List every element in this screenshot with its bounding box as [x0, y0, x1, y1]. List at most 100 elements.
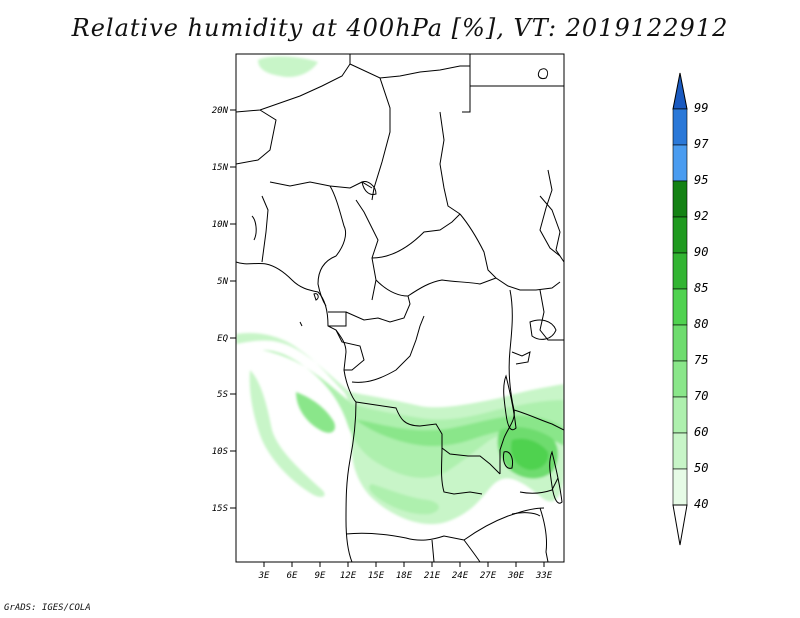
colorbar-segment	[672, 324, 688, 362]
border-uganda-kenya	[539, 289, 564, 341]
lon-tick-label: 24E	[452, 571, 469, 581]
border-chad-cameroon	[355, 199, 379, 301]
lon-axis: 3E 6E 9E 12E 15E 18E 21E 24E 27E 30E 33E	[258, 562, 553, 581]
colorbar-cap-top	[672, 72, 688, 110]
humidity-patch-north	[258, 56, 318, 78]
lake-northeast	[537, 68, 549, 79]
colorbar-label: 85	[694, 281, 708, 295]
credit-text: GrADS: IGES/COLA	[4, 603, 91, 613]
lat-tick-label: 20N	[212, 106, 229, 116]
border-gabon	[328, 311, 347, 327]
lat-tick-label: 5N	[217, 277, 228, 287]
colorbar-cap-bottom	[672, 504, 688, 546]
humidity-patch-inner	[262, 350, 564, 478]
lon-tick-label: 15E	[368, 571, 385, 581]
border-libya	[349, 54, 471, 79]
colorbar-segment	[672, 360, 688, 398]
humidity-patch-east-max	[511, 438, 549, 470]
lake-victoria	[529, 319, 557, 340]
colorbar-segment	[672, 144, 688, 182]
lon-tick-label: 33E	[535, 571, 553, 581]
colorbar-segment	[672, 396, 688, 434]
humidity-field	[236, 56, 564, 525]
border-tanzania	[513, 409, 564, 431]
lat-tick-label: 5S	[217, 390, 228, 400]
border-angola-zambia	[441, 447, 483, 495]
lon-tick-label: 21E	[424, 571, 441, 581]
lat-axis: 20N 15N 10N 5N EQ 5S 10S 15S	[212, 106, 236, 514]
border-botswana-zimbabwe	[463, 539, 481, 562]
colorbar-label: 70	[694, 389, 708, 403]
lat-tick-label: 10N	[212, 220, 229, 230]
border-benin	[261, 195, 269, 263]
border-mozambique	[539, 507, 549, 562]
border-ethiopia	[539, 195, 564, 263]
colorbar-segment	[672, 180, 688, 218]
border-drc-angola	[355, 401, 501, 475]
colorbar-label: 60	[694, 425, 708, 439]
island-bioko	[313, 293, 319, 301]
lon-tick-label: 3E	[258, 571, 270, 581]
colorbar-segment	[672, 288, 688, 326]
colorbar-label: 50	[694, 461, 708, 475]
lat-tick-label: 15N	[212, 163, 229, 173]
lat-tick-label: 10S	[212, 447, 229, 457]
colorbar-label: 92	[694, 209, 708, 223]
border-namibia-botswana	[431, 539, 435, 562]
lon-tick-label: 18E	[396, 571, 413, 581]
border-sudan-chad	[439, 111, 461, 215]
border-chad-car	[371, 213, 461, 259]
map-frame	[235, 53, 565, 563]
colorbar-label: 90	[694, 245, 708, 259]
colorbar: 99 97 95 92 90 85 80 75 70 60 50 40	[672, 72, 709, 546]
lake-kariba	[511, 512, 541, 517]
lon-tick-label: 9E	[315, 571, 326, 581]
border-sudan-ethiopia	[539, 169, 561, 257]
colorbar-label: 99	[694, 101, 708, 115]
border-libya-egypt	[462, 54, 471, 113]
lon-tick-label: 12E	[340, 571, 357, 581]
map-title: Relative humidity at 400hPa [%], VT: 201…	[71, 14, 729, 42]
border-zambia-zimbabwe	[463, 507, 545, 541]
border-chad-north	[371, 77, 391, 201]
colorbar-segment	[672, 216, 688, 254]
lon-tick-label: 27E	[480, 571, 497, 581]
lat-tick-label: EQ	[217, 334, 228, 344]
colorbar-label: 95	[694, 173, 708, 187]
colorbar-label: 40	[694, 497, 708, 511]
lake-chad	[361, 181, 377, 195]
border-congo	[345, 295, 411, 323]
lake-volta	[251, 215, 257, 241]
border-nigeria-cameroon	[317, 185, 347, 307]
colorbar-segment	[672, 252, 688, 290]
colorbar-label: 97	[694, 137, 709, 151]
border-niger-nigeria	[269, 181, 373, 189]
colorbar-segment	[672, 432, 688, 470]
lon-tick-label: 30E	[507, 571, 525, 581]
border-drc-west	[351, 315, 425, 383]
border-gabon-congo	[335, 329, 365, 371]
border-sudan-south	[459, 213, 561, 291]
coastline-west	[236, 261, 357, 562]
colorbar-segment	[672, 108, 688, 146]
border-rwanda	[511, 351, 531, 365]
lake-malawi	[549, 450, 563, 504]
lake-mweru	[503, 451, 513, 469]
lon-tick-label: 6E	[287, 571, 298, 581]
colorbar-segment	[672, 468, 688, 506]
boundaries	[236, 54, 564, 562]
island-saotome	[299, 321, 303, 327]
humidity-patch-south-center	[369, 484, 439, 515]
humidity-patch-south-tail	[249, 370, 325, 497]
border-car-drc	[375, 277, 497, 297]
lake-tanganyika	[503, 374, 517, 431]
colorbar-label: 75	[694, 353, 708, 367]
border-zambia-mozambique	[519, 477, 559, 494]
border-mali-niger	[236, 109, 277, 165]
humidity-patch-west-inner	[296, 392, 336, 433]
colorbar-label: 80	[694, 317, 708, 331]
border-drc-east	[499, 289, 515, 474]
lat-tick-label: 15S	[212, 504, 229, 514]
border-angola-namibia	[345, 532, 465, 541]
